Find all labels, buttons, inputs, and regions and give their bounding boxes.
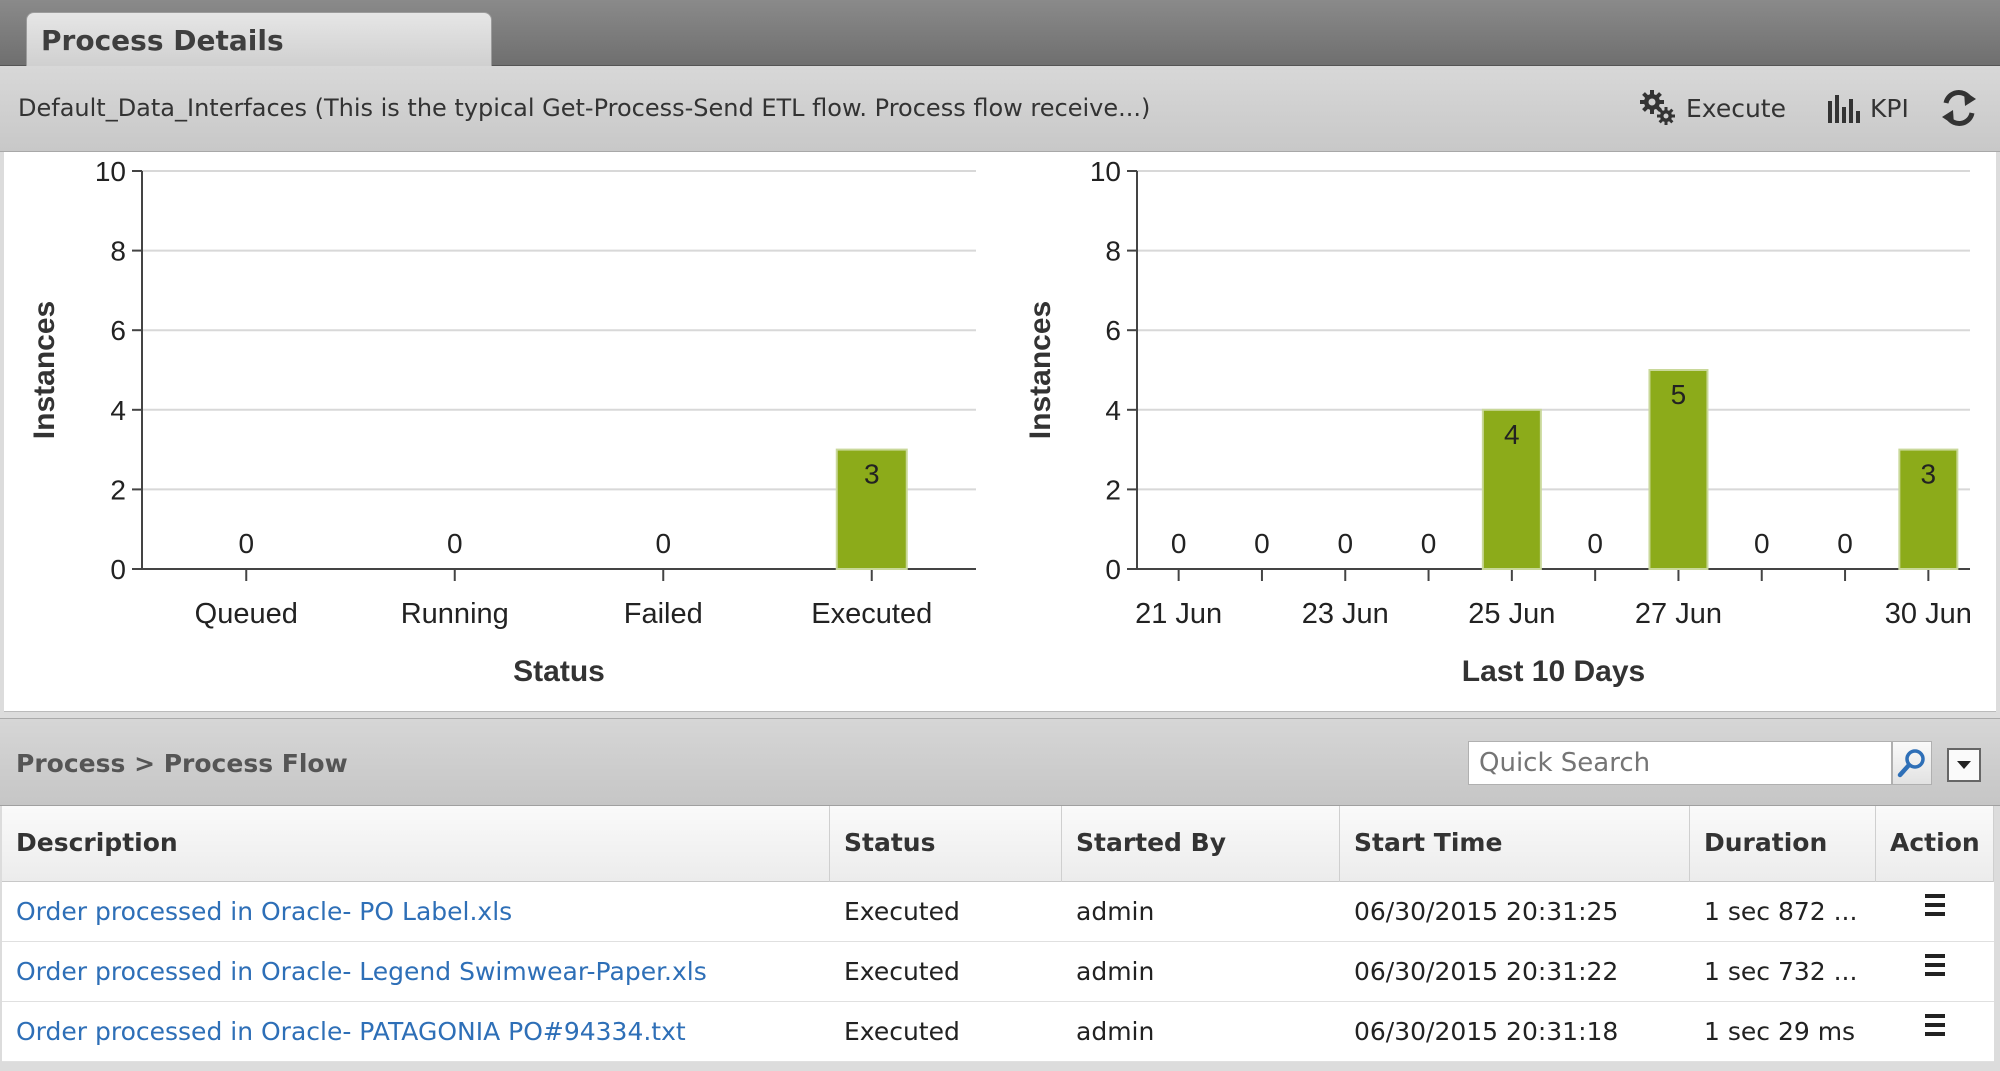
tab-process-details[interactable]: Process Details: [26, 12, 492, 68]
x-tick-label: 23 Jun: [1302, 598, 1389, 630]
data-label: 0: [1754, 528, 1770, 559]
bar: [1898, 448, 1959, 571]
data-label: 0: [1421, 528, 1437, 559]
y-tick-label: 4: [1105, 395, 1121, 426]
status-cell: Executed: [844, 897, 960, 926]
y-axis-label: Instances: [28, 301, 61, 439]
tab-bar: Process Details: [0, 0, 2000, 68]
x-tick-label: 25 Jun: [1468, 598, 1555, 630]
duration-cell: 1 sec 732 ...: [1704, 957, 1858, 986]
start-time-cell: 06/30/2015 20:31:25: [1354, 897, 1619, 926]
refresh-icon: [1942, 90, 1976, 126]
bar: [1648, 369, 1709, 570]
x-axis-label: Last 10 Days: [1462, 655, 1645, 688]
column-header-duration[interactable]: Duration: [1690, 806, 1876, 882]
process-flow-bar: Process > Process Flow: [0, 718, 2000, 806]
last-10-days-chart: 0 2 4 6 8 10 0 21 Jun 0 0 23 Jun 0 4 25 Jun 0 5 27 Jun 0 0…: [1024, 156, 1972, 688]
execute-label: Execute: [1686, 93, 1786, 123]
kpi-button[interactable]: KPI: [1826, 88, 1909, 128]
status-cell: Executed: [844, 957, 960, 986]
description-link[interactable]: Order processed in Oracle- PO Label.xls: [16, 897, 513, 926]
started-by-cell: admin: [1076, 957, 1155, 986]
start-time-cell: 06/30/2015 20:31:18: [1354, 1017, 1619, 1046]
y-tick-label: 4: [110, 395, 126, 426]
action-menu-button[interactable]: [1876, 882, 1994, 941]
column-header-action[interactable]: Action: [1876, 806, 1994, 882]
status-chart: 0 2 4 6 8 10 0 Queued 0 Running 0 Failed 3 Executed St…: [28, 156, 976, 688]
process-flow-table: Description Status Started By Start Time…: [2, 806, 1994, 1062]
data-label: 0: [1587, 528, 1603, 559]
data-label: 0: [1337, 528, 1353, 559]
bar: [835, 448, 908, 571]
execute-button[interactable]: Execute: [1638, 88, 1786, 128]
started-by-cell: admin: [1076, 1017, 1155, 1046]
duration-cell: 1 sec 872 ...: [1704, 897, 1858, 926]
y-tick-label: 0: [110, 554, 126, 585]
charts-area: 0 2 4 6 8 10 0 Queued 0 Running 0 Failed 3 Executed St…: [28, 156, 1972, 688]
data-label: 5: [1671, 379, 1687, 410]
search-icon: [1897, 749, 1925, 778]
x-tick-label: 30 Jun: [1885, 598, 1972, 630]
y-tick-label: 2: [1105, 474, 1121, 505]
x-tick-label: 27 Jun: [1635, 598, 1722, 630]
y-tick-label: 10: [95, 156, 126, 187]
x-tick-label: Running: [401, 598, 509, 630]
chevron-down-icon: [1947, 748, 1981, 782]
menu-icon: [1925, 894, 1945, 916]
x-tick-label: 21 Jun: [1135, 598, 1222, 630]
breadcrumb: Process > Process Flow: [16, 749, 348, 778]
data-label: 0: [1837, 528, 1853, 559]
table-row[interactable]: Order processed in Oracle- PATAGONIA PO#…: [2, 1002, 1994, 1062]
charts-panel: 0 2 4 6 8 10 0 Queued 0 Running 0 Failed 3 Executed St…: [4, 152, 1996, 712]
column-header-description[interactable]: Description: [2, 806, 830, 882]
gears-icon: [1640, 90, 1675, 125]
column-header-status[interactable]: Status: [830, 806, 1062, 882]
status-cell: Executed: [844, 1017, 960, 1046]
column-header-started-by[interactable]: Started By: [1062, 806, 1340, 882]
y-tick-label: 0: [1105, 554, 1121, 585]
data-label: 0: [1171, 528, 1187, 559]
description-link[interactable]: Order processed in Oracle- PATAGONIA PO#…: [16, 1017, 686, 1046]
data-label: 0: [655, 528, 671, 559]
quick-search-input[interactable]: [1468, 741, 1892, 785]
table-row[interactable]: Order processed in Oracle- PO Label.xls …: [2, 882, 1994, 942]
data-label: 3: [864, 459, 880, 490]
y-tick-label: 10: [1090, 156, 1121, 187]
x-axis-label: Status: [513, 655, 605, 688]
started-by-cell: admin: [1076, 897, 1155, 926]
data-label: 0: [1254, 528, 1270, 559]
search-button[interactable]: [1892, 741, 1932, 785]
y-tick-label: 8: [110, 236, 126, 267]
data-label: 0: [447, 528, 463, 559]
process-description: Default_Data_Interfaces (This is the typ…: [18, 94, 1151, 122]
y-tick-label: 2: [110, 474, 126, 505]
menu-icon: [1925, 1014, 1945, 1036]
data-label: 3: [1921, 459, 1937, 490]
refresh-button[interactable]: [1940, 88, 1986, 128]
y-tick-label: 8: [1105, 236, 1121, 267]
data-label: 4: [1504, 419, 1520, 450]
y-axis-label: Instances: [1024, 301, 1057, 439]
kpi-label: KPI: [1870, 93, 1909, 123]
y-tick-label: 6: [110, 315, 126, 346]
x-tick-label: Queued: [195, 598, 298, 630]
duration-cell: 1 sec 29 ms: [1704, 1017, 1856, 1046]
column-header-start-time[interactable]: Start Time: [1340, 806, 1690, 882]
table-row[interactable]: Order processed in Oracle- Legend Swimwe…: [2, 942, 1994, 1002]
bar: [1481, 408, 1542, 570]
bar-chart-icon: [1828, 95, 1860, 123]
description-link[interactable]: Order processed in Oracle- Legend Swimwe…: [16, 957, 707, 986]
process-header: Default_Data_Interfaces (This is the typ…: [0, 66, 2000, 152]
options-dropdown-button[interactable]: [1947, 748, 1981, 786]
data-label: 0: [238, 528, 254, 559]
start-time-cell: 06/30/2015 20:31:22: [1354, 957, 1619, 986]
y-tick-label: 6: [1105, 315, 1121, 346]
x-tick-label: Failed: [624, 598, 703, 630]
table-header: Description Status Started By Start Time…: [2, 806, 1994, 882]
menu-icon: [1925, 954, 1945, 976]
x-tick-label: Executed: [811, 598, 932, 630]
action-menu-button[interactable]: [1876, 942, 1994, 1001]
action-menu-button[interactable]: [1876, 1002, 1994, 1061]
